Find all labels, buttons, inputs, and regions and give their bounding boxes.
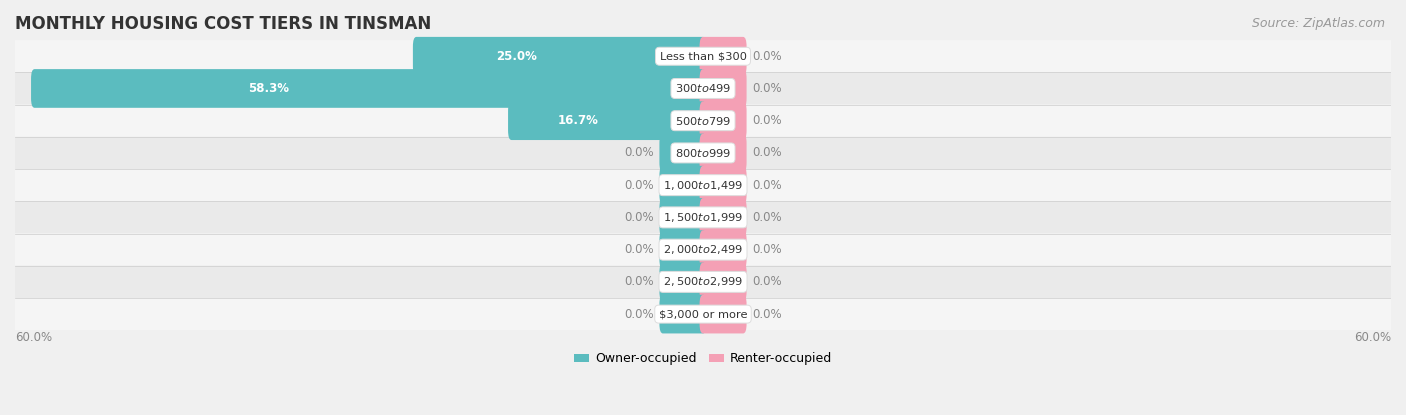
FancyBboxPatch shape <box>15 201 1391 234</box>
FancyBboxPatch shape <box>15 298 1391 330</box>
Text: 0.0%: 0.0% <box>752 179 782 192</box>
FancyBboxPatch shape <box>700 134 747 172</box>
FancyBboxPatch shape <box>700 69 747 108</box>
FancyBboxPatch shape <box>700 37 747 76</box>
Text: 0.0%: 0.0% <box>752 308 782 321</box>
FancyBboxPatch shape <box>15 234 1391 266</box>
Text: Less than $300: Less than $300 <box>659 51 747 61</box>
Text: 0.0%: 0.0% <box>752 211 782 224</box>
FancyBboxPatch shape <box>700 263 747 301</box>
Text: 0.0%: 0.0% <box>752 114 782 127</box>
Text: 0.0%: 0.0% <box>624 211 654 224</box>
Legend: Owner-occupied, Renter-occupied: Owner-occupied, Renter-occupied <box>568 347 838 371</box>
FancyBboxPatch shape <box>659 263 706 301</box>
Text: 58.3%: 58.3% <box>247 82 290 95</box>
Text: $2,500 to $2,999: $2,500 to $2,999 <box>664 276 742 288</box>
FancyBboxPatch shape <box>15 105 1391 137</box>
FancyBboxPatch shape <box>700 101 747 140</box>
Text: 16.7%: 16.7% <box>558 114 599 127</box>
Text: 0.0%: 0.0% <box>624 179 654 192</box>
Text: $300 to $499: $300 to $499 <box>675 83 731 95</box>
FancyBboxPatch shape <box>700 166 747 205</box>
Text: 0.0%: 0.0% <box>752 276 782 288</box>
Text: 0.0%: 0.0% <box>624 308 654 321</box>
Text: 0.0%: 0.0% <box>752 243 782 256</box>
Text: 0.0%: 0.0% <box>624 276 654 288</box>
FancyBboxPatch shape <box>700 198 747 237</box>
Text: $2,000 to $2,499: $2,000 to $2,499 <box>664 243 742 256</box>
Text: $1,500 to $1,999: $1,500 to $1,999 <box>664 211 742 224</box>
FancyBboxPatch shape <box>700 295 747 333</box>
Text: 0.0%: 0.0% <box>752 146 782 159</box>
FancyBboxPatch shape <box>508 101 706 140</box>
Text: 0.0%: 0.0% <box>752 50 782 63</box>
Text: MONTHLY HOUSING COST TIERS IN TINSMAN: MONTHLY HOUSING COST TIERS IN TINSMAN <box>15 15 432 33</box>
FancyBboxPatch shape <box>15 266 1391 298</box>
FancyBboxPatch shape <box>659 230 706 269</box>
FancyBboxPatch shape <box>659 134 706 172</box>
Text: 0.0%: 0.0% <box>752 82 782 95</box>
Text: $1,000 to $1,499: $1,000 to $1,499 <box>664 179 742 192</box>
FancyBboxPatch shape <box>659 166 706 205</box>
Text: 25.0%: 25.0% <box>496 50 537 63</box>
FancyBboxPatch shape <box>15 169 1391 201</box>
FancyBboxPatch shape <box>700 230 747 269</box>
FancyBboxPatch shape <box>413 37 706 76</box>
FancyBboxPatch shape <box>15 137 1391 169</box>
Text: Source: ZipAtlas.com: Source: ZipAtlas.com <box>1251 17 1385 29</box>
Text: $800 to $999: $800 to $999 <box>675 147 731 159</box>
Text: 0.0%: 0.0% <box>624 146 654 159</box>
Text: 60.0%: 60.0% <box>15 331 52 344</box>
FancyBboxPatch shape <box>659 198 706 237</box>
FancyBboxPatch shape <box>15 72 1391 105</box>
FancyBboxPatch shape <box>31 69 706 108</box>
Text: 60.0%: 60.0% <box>1354 331 1391 344</box>
FancyBboxPatch shape <box>659 295 706 333</box>
Text: 0.0%: 0.0% <box>624 243 654 256</box>
FancyBboxPatch shape <box>15 40 1391 72</box>
Text: $500 to $799: $500 to $799 <box>675 115 731 127</box>
Text: $3,000 or more: $3,000 or more <box>659 309 747 319</box>
